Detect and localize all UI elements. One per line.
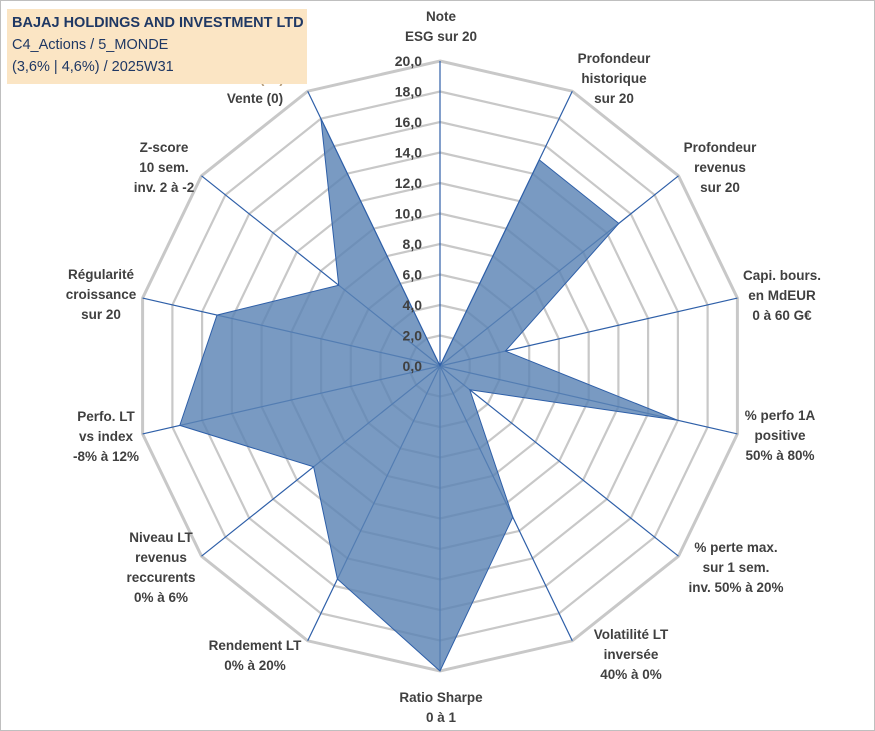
series-area: [179, 118, 679, 672]
axis-label: Niveau LT revenus reccurents 0% à 6%: [126, 530, 195, 605]
tick-label: 4,0: [403, 297, 423, 313]
category-path: C4_Actions / 5_MONDE: [12, 37, 169, 53]
tick-label: 18,0: [395, 84, 422, 100]
axis-label: Profondeur historique sur 20: [578, 51, 651, 106]
axis-label: Volatilité LT inversée 40% à 0%: [594, 627, 669, 682]
chart-title-box: BAJAJ HOLDINGS AND INVESTMENT LTD C4_Act…: [7, 9, 307, 84]
tick-label: 12,0: [395, 175, 422, 191]
tick-label: 2,0: [403, 328, 423, 344]
axis-labels: Note ESG sur 20 Profondeur historique sur 20…: [66, 9, 821, 725]
tick-label: 10,0: [395, 206, 422, 222]
radar-series: [179, 118, 679, 672]
tick-label: 20,0: [395, 53, 422, 69]
period-info: (3,6% | 4,6%) / 2025W31: [12, 59, 174, 75]
axis-label: % perfo 1A positive 50% à 80%: [745, 408, 816, 463]
axis-label: Profondeur revenus sur 20: [684, 140, 757, 195]
tick-label: 14,0: [395, 145, 422, 161]
radial-tick-labels: 0,0 2,0 4,0 6,0 8,0 10,0 12,0 14,0 16,0 18,0 20,0: [395, 53, 422, 374]
axis-spoke: [439, 365, 679, 557]
axis-label: Z-score 10 sem. inv. 2 à -2: [134, 140, 195, 195]
axis-label: Ratio Sharpe 0 à 1: [399, 690, 483, 725]
tick-label: 0,0: [403, 358, 423, 374]
axis-label: Régularité croissance sur 20: [66, 267, 137, 322]
axis-label: % perte max. sur 1 sem. inv. 50% à 20%: [688, 540, 783, 595]
axis-label: Perfo. LT vs index -8% à 12%: [73, 409, 139, 464]
axis-label: Capi. bours. en MdEUR 0 à 60 G€: [743, 268, 821, 323]
axis-label: Rendement LT 0% à 20%: [209, 638, 303, 673]
tick-label: 8,0: [403, 236, 423, 252]
tick-label: 16,0: [395, 114, 422, 130]
company-name: BAJAJ HOLDINGS AND INVESTMENT LTD: [12, 15, 304, 31]
axis-label: Note ESG sur 20: [405, 9, 477, 44]
tick-label: 6,0: [403, 267, 423, 283]
